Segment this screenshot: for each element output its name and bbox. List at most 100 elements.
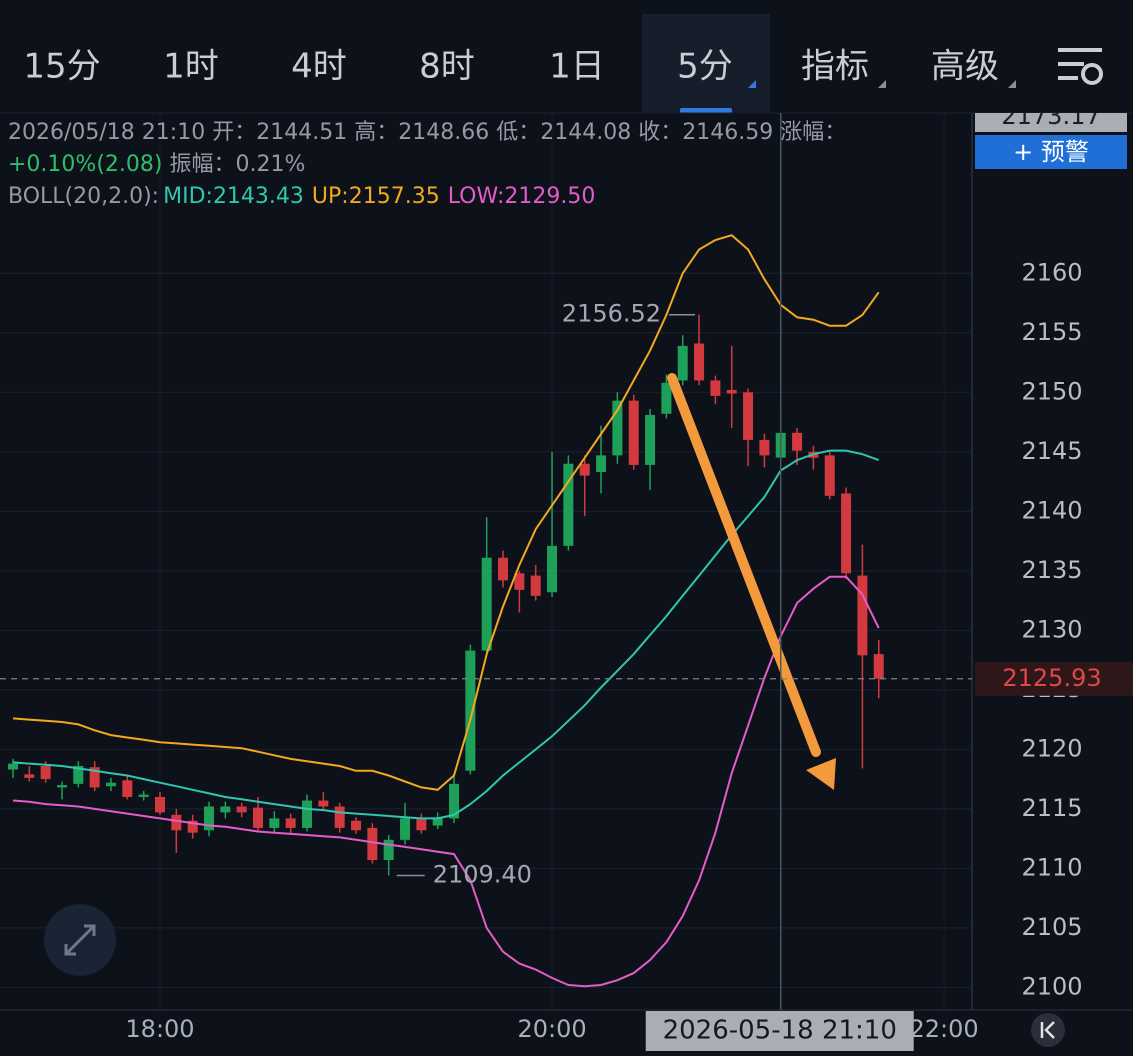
legend-name: LOW <box>448 184 499 209</box>
last-price-bg <box>975 661 1133 696</box>
y-tick-label: 2105 <box>1021 913 1082 941</box>
candle-body <box>220 806 231 813</box>
candle-body <box>155 796 165 813</box>
candle-body <box>759 439 770 456</box>
trend-arrowhead <box>806 758 836 790</box>
candle-body <box>122 780 133 797</box>
legend-entry: UP:2157.35 <box>312 184 440 209</box>
candle-body <box>383 839 394 861</box>
y-tick-label: 2120 <box>1021 734 1082 762</box>
tab[interactable]: 5分 <box>677 47 733 87</box>
legend: BOLL(20,2.0): MID:2143.43 UP:2157.35 LOW:21… <box>8 184 595 209</box>
crosshair-label-bg <box>645 1011 914 1051</box>
candle-body <box>7 763 18 770</box>
tab[interactable]: 1日 <box>549 47 605 87</box>
candle-body <box>481 557 492 651</box>
candle-body <box>73 766 84 784</box>
candle-body <box>187 820 198 833</box>
info-datetime: 2026/05/18 21:10 <box>8 120 205 145</box>
candle-body <box>171 814 182 831</box>
tab[interactable]: 指标 <box>801 47 869 87</box>
y-tick-label: 2130 <box>1021 615 1082 643</box>
y-tick-label: 2155 <box>1021 318 1082 346</box>
scroll-to-start-button[interactable] <box>1031 1013 1065 1047</box>
dropdown-caret <box>878 80 886 88</box>
legend-value: 2157.35 <box>349 184 440 209</box>
x-tick-label: 22:00 <box>909 1015 978 1043</box>
info-label: 涨幅： <box>780 120 846 145</box>
info-label: 高： <box>354 120 398 145</box>
legend-separator: : <box>341 184 348 209</box>
candle-body <box>694 343 705 381</box>
boll-line <box>12 575 880 988</box>
candle-body <box>56 785 67 788</box>
info-label: 收： <box>638 120 682 145</box>
candle-body <box>432 818 443 826</box>
info-value: 2144.08 <box>540 120 631 145</box>
candle-body <box>465 650 476 771</box>
dropdown-caret <box>748 80 756 88</box>
candle-body <box>792 432 803 451</box>
legend-value: 2129.50 <box>504 184 595 209</box>
tab-bar: 15分 1时 4时 8时 1日 5分 指标 高级 <box>23 47 999 87</box>
info-label: 开： <box>212 120 256 145</box>
alert-button[interactable] <box>975 135 1127 169</box>
info-value: 2146.59 <box>682 120 773 145</box>
candle-body <box>857 575 868 656</box>
active-tab-indicator <box>680 108 732 113</box>
candle-body <box>579 463 590 476</box>
settings-icon[interactable] <box>1058 48 1103 85</box>
x-tick-label: 20:00 <box>517 1015 586 1043</box>
candle-body <box>530 575 541 596</box>
tab[interactable]: 4时 <box>291 47 347 87</box>
trend-arrow <box>667 373 821 757</box>
tab[interactable]: 15分 <box>23 47 100 87</box>
candle-body <box>547 545 558 593</box>
y-tick-label: 2160 <box>1021 258 1082 286</box>
candle-body <box>645 414 656 465</box>
tab[interactable]: 8时 <box>419 47 475 87</box>
alert-button-label[interactable]: + 预警 <box>1013 138 1089 166</box>
candle-body <box>416 818 427 831</box>
y-tick-label: 2110 <box>1021 853 1082 881</box>
candle-body <box>514 573 525 590</box>
y-tick-label: 2100 <box>1021 972 1082 1000</box>
top-price-bg <box>975 113 1127 132</box>
candle-body <box>824 455 835 496</box>
y-tick-label: 2150 <box>1021 377 1082 405</box>
legend-name: MID <box>163 184 205 209</box>
candle-body <box>269 818 280 828</box>
candle-body <box>40 766 51 780</box>
candle-body <box>710 380 721 396</box>
candle-body <box>841 493 852 574</box>
y-tick-label: 2135 <box>1021 556 1082 584</box>
expand-button[interactable] <box>44 904 116 976</box>
candle-body <box>612 400 623 456</box>
candle-body <box>400 818 411 840</box>
candle-body <box>334 806 345 828</box>
info-label: 振幅： <box>169 152 235 177</box>
x-tick-label: 18:00 <box>125 1015 194 1043</box>
top-price: 2173.17 <box>975 102 1127 132</box>
candle-body <box>302 800 313 828</box>
plot <box>7 234 884 988</box>
legend-value: 2143.43 <box>213 184 304 209</box>
tab[interactable]: 1时 <box>163 47 219 87</box>
low-label: 2109.40 <box>433 861 532 889</box>
candle-body <box>661 382 672 414</box>
candle-body <box>596 455 607 473</box>
candle-body <box>563 463 574 546</box>
tab[interactable]: 高级 <box>931 47 999 87</box>
axes: 2100210521102115212021252130213521402145… <box>125 258 1082 1043</box>
legend-title: BOLL(20,2.0): <box>8 184 159 209</box>
candle-body <box>873 654 884 679</box>
legend-separator: : <box>206 184 213 209</box>
top-price-label: 2173.17 <box>1001 102 1100 130</box>
candle-body <box>367 827 378 861</box>
candle-body <box>318 800 329 807</box>
candle-body <box>24 774 35 778</box>
legend-entry: MID:2143.43 <box>163 184 304 209</box>
y-tick-label: 2145 <box>1021 437 1082 465</box>
y-tick-label: 2140 <box>1021 496 1082 524</box>
